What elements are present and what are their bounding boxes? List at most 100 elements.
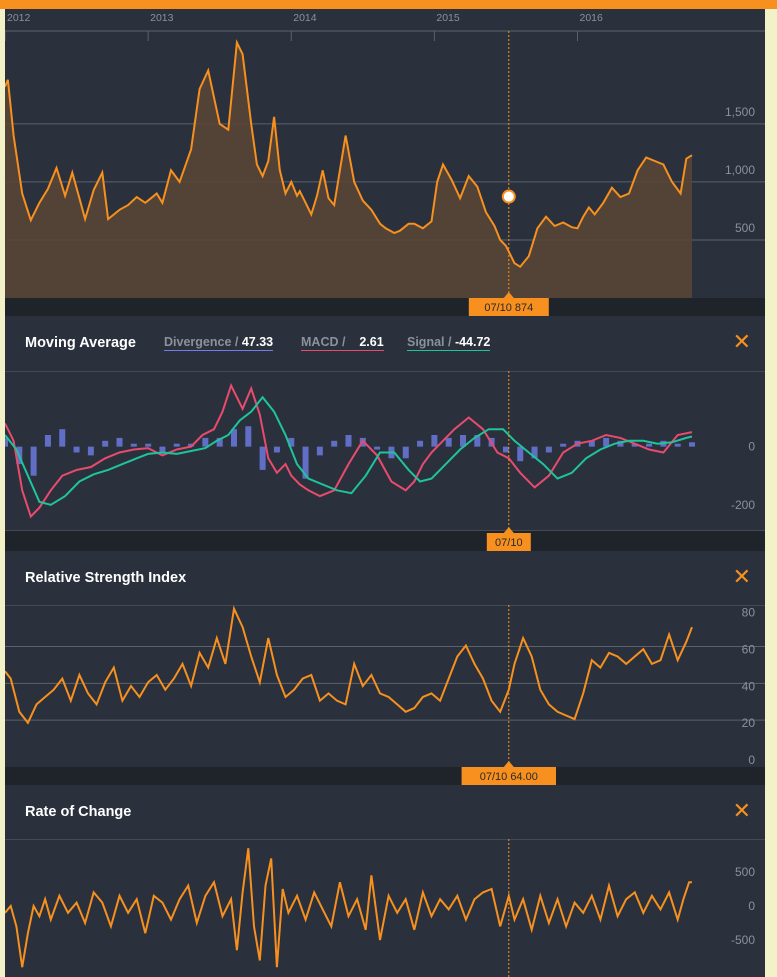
divergence-bar (116, 437, 123, 447)
rsi-header: Relative Strength Index ✕ (5, 551, 765, 605)
divergence-bar (216, 437, 223, 447)
divergence-bar (431, 435, 438, 447)
divergence-bar (102, 440, 109, 447)
cursor-tag-text: 07/10 874 (484, 302, 533, 314)
cursor-tag-pointer (503, 292, 514, 298)
roc-plot-bg (5, 839, 765, 977)
x-tick-label: 2012 (7, 12, 31, 24)
divergence-bar (44, 435, 51, 447)
price-footer (5, 298, 765, 316)
divergence-bar (517, 446, 524, 462)
divergence-bar (59, 429, 66, 447)
panel-title: Rate of Change (25, 804, 132, 820)
divergence-bar (402, 446, 409, 459)
divergence-bar (460, 435, 466, 447)
divergence-bar (474, 435, 481, 447)
y-tick-label: 1,500 (725, 105, 755, 119)
roc-header: Rate of Change ✕ (5, 785, 765, 839)
divergence-bar (73, 446, 80, 453)
y-tick-label: 20 (742, 716, 756, 730)
moving-average-header: Moving Average Divergence / 47.33 MACD /… (5, 316, 765, 371)
divergence-bar (231, 429, 237, 447)
legend-signal[interactable]: Signal / -44.72 (407, 335, 491, 351)
roc-chart[interactable]: 500 0 -500 (5, 839, 765, 977)
divergence-bar (617, 440, 624, 447)
x-tick-label: 2013 (150, 12, 174, 24)
legend-signal-label: Signal / (407, 335, 452, 349)
divergence-bar (502, 446, 509, 453)
price-chart[interactable]: 2012 2013 2014 2015 2016 1,500 1,000 500 07/10 8… (5, 9, 765, 316)
divergence-bar (345, 435, 352, 447)
divergence-bar (288, 437, 295, 447)
cursor-tag-pointer (503, 761, 514, 767)
divergence-bar (646, 443, 653, 447)
legend-divergence-value: 47.33 (241, 335, 274, 349)
panel-title: Relative Strength Index (25, 570, 187, 586)
y-tick-label: 80 (742, 606, 756, 620)
divergence-bar (560, 443, 567, 447)
divergence-bar (87, 446, 94, 456)
rsi-chart[interactable]: 80 60 40 20 0 07/10 64.00 (5, 605, 765, 785)
cursor-tag-box (468, 298, 549, 316)
divergence-bar (159, 446, 166, 453)
price-line (5, 39, 693, 269)
cursor-tag-box (486, 533, 531, 551)
legend-macd-value: 2.61 (359, 335, 384, 349)
macd-line (5, 382, 693, 519)
cursor-dot (501, 189, 516, 204)
divergence-bar (188, 443, 195, 447)
legend-divergence[interactable]: Divergence / 47.33 (164, 335, 274, 351)
divergence-bar (445, 437, 452, 447)
divergence-bar (545, 446, 552, 453)
left-border (0, 9, 5, 977)
divergence-bar (302, 446, 309, 479)
signal-line (5, 395, 693, 506)
roc-line (5, 848, 692, 968)
divergence-bar (674, 443, 681, 447)
close-icon[interactable]: ✕ (732, 329, 751, 354)
divergence-bar (5, 437, 8, 447)
y-tick-label: 0 (748, 440, 755, 454)
y-tick-label: -200 (731, 498, 755, 512)
x-tick-label: 2014 (293, 12, 317, 24)
panel-title: Moving Average (25, 335, 136, 351)
legend-divergence-label: Divergence / (164, 335, 239, 349)
y-tick-label: 40 (742, 679, 756, 693)
divergence-bar (30, 446, 37, 476)
divergence-bar (689, 442, 695, 447)
close-icon[interactable]: ✕ (732, 798, 751, 823)
cursor-tag-text: 07/10 (495, 537, 523, 549)
y-tick-label: 500 (735, 865, 755, 879)
x-tick-label: 2016 (580, 12, 604, 24)
divergence-bar (273, 446, 280, 453)
divergence-bar (374, 446, 381, 450)
divergence-bar (173, 443, 180, 447)
cursor-tag-pointer (503, 527, 514, 533)
top-accent-bar (0, 0, 777, 9)
cursor-tag-box (461, 767, 556, 785)
y-tick-label: 60 (742, 643, 756, 657)
divergence-bar (531, 446, 538, 459)
divergence-bar (245, 426, 252, 447)
divergence-bar (316, 446, 323, 456)
legend-macd[interactable]: MACD / 2.61 (301, 335, 384, 351)
divergence-bar (331, 440, 338, 447)
divergence-bar (417, 440, 424, 447)
rsi-footer (5, 767, 765, 785)
macd-plot-bg (5, 371, 765, 551)
legend-macd-label: MACD / (301, 335, 346, 349)
price-area (5, 42, 692, 298)
divergence-bar (631, 443, 638, 447)
close-icon[interactable]: ✕ (732, 564, 751, 589)
macd-chart[interactable]: 0 -200 07/10 (5, 371, 765, 551)
divergence-bar (145, 443, 152, 447)
right-border (765, 9, 777, 977)
divergence-bar (603, 437, 610, 447)
y-tick-label: 500 (735, 221, 755, 235)
y-tick-label: 0 (748, 753, 755, 767)
rsi-line (5, 605, 693, 725)
macd-footer (5, 531, 765, 551)
legend-signal-value: -44.72 (454, 335, 491, 349)
divergence-bar (130, 443, 137, 447)
